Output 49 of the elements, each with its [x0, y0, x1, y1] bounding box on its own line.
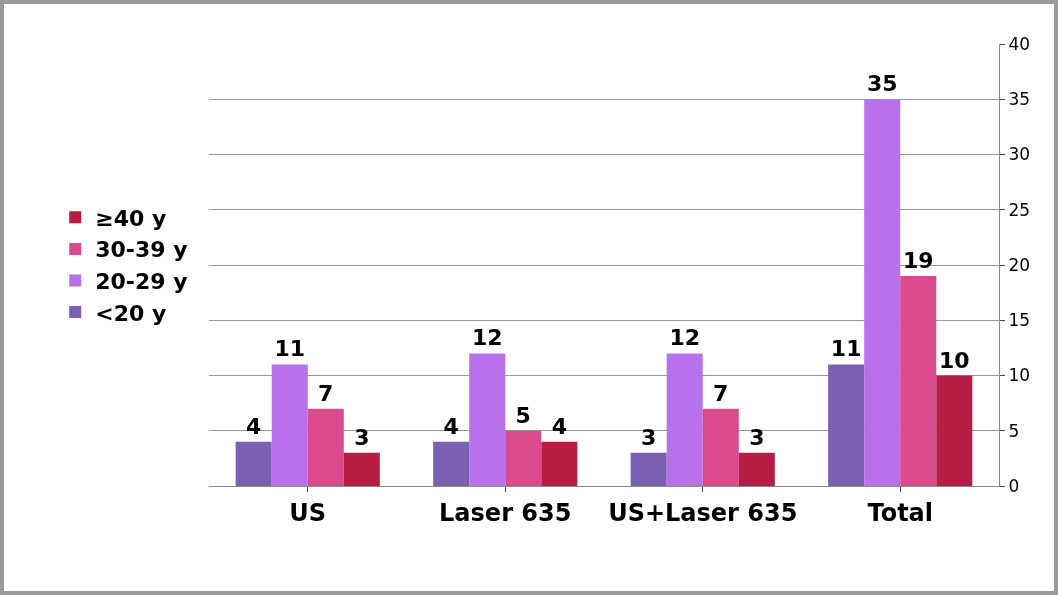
bar	[936, 375, 973, 486]
data-label: 19	[902, 248, 934, 274]
data-label: 7	[318, 380, 334, 406]
data-label: 12	[669, 325, 701, 351]
legend-label: 20-29 y	[95, 269, 188, 295]
y-tick-label: 15	[1008, 310, 1031, 331]
x-tick-label: Total	[867, 498, 934, 527]
data-label: 3	[354, 424, 370, 450]
y-tick-label: 5	[1008, 420, 1020, 441]
legend-label: <20 y	[95, 300, 167, 326]
bar	[469, 353, 506, 486]
bar	[505, 430, 542, 486]
bar	[235, 441, 272, 486]
data-label: 3	[641, 424, 657, 450]
data-label: 4	[551, 413, 567, 439]
data-label: 3	[749, 424, 765, 450]
bar	[343, 452, 380, 486]
data-label: 11	[830, 336, 862, 362]
x-tick-label: Laser 635	[439, 498, 572, 527]
data-label: 4	[246, 413, 262, 439]
y-tick-label: 25	[1008, 199, 1031, 220]
bar	[864, 99, 901, 486]
bar	[541, 441, 578, 486]
bar	[738, 452, 775, 486]
legend-label: ≥40 y	[95, 205, 167, 231]
y-tick-label: 40	[1008, 33, 1031, 54]
y-tick-label: 0	[1008, 475, 1020, 496]
data-label: 35	[866, 71, 898, 97]
bar	[630, 452, 667, 486]
y-tick-label: 30	[1008, 144, 1031, 165]
x-tick-label: US+Laser 635	[608, 498, 798, 527]
bar	[307, 408, 344, 486]
data-label: 7	[713, 380, 729, 406]
bar	[433, 441, 470, 486]
legend-label: 30-39 y	[95, 237, 188, 263]
data-label: 4	[443, 413, 459, 439]
data-label: 5	[515, 402, 531, 428]
data-label: 10	[939, 347, 970, 373]
y-tick-label: 20	[1008, 254, 1031, 275]
bar	[271, 364, 308, 486]
bar	[828, 364, 865, 486]
y-tick-label: 10	[1008, 365, 1031, 386]
data-label: 12	[471, 325, 503, 351]
bar	[900, 276, 937, 486]
bar	[702, 408, 739, 486]
bar	[666, 353, 703, 486]
data-label: 11	[274, 336, 306, 362]
y-tick-label: 35	[1008, 89, 1031, 110]
x-tick-label: US	[289, 498, 327, 527]
